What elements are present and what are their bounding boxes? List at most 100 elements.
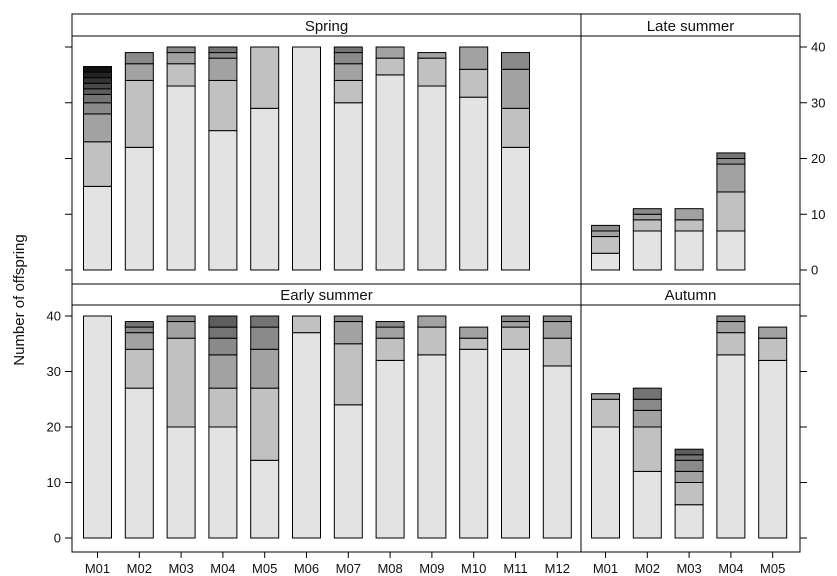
- bar-segment: [591, 224, 620, 232]
- bar-segment: [166, 337, 196, 428]
- bar-segment: [83, 66, 112, 73]
- bar-segment: [632, 470, 662, 539]
- bar-segment: [417, 354, 447, 539]
- category-label: M08: [377, 561, 402, 576]
- bar-segment: [250, 348, 280, 389]
- bar-segment: [333, 315, 363, 323]
- bar-segment: [83, 88, 112, 95]
- bar-segment: [124, 321, 154, 328]
- bar-segment: [166, 426, 196, 539]
- bar-segment: [674, 482, 704, 506]
- bar-segment: [591, 236, 620, 254]
- bar-segment: [208, 79, 238, 132]
- bar-segment: [501, 68, 530, 109]
- bar-segment: [250, 326, 280, 350]
- y-tick-label: 20: [811, 151, 825, 166]
- bar-segment: [716, 354, 746, 539]
- bar-segment: [674, 459, 704, 472]
- category-label: M02: [127, 561, 152, 576]
- bar-segment: [166, 63, 196, 87]
- bar-segment: [674, 230, 704, 271]
- bar-segment: [716, 230, 746, 271]
- bar-segment: [501, 326, 530, 350]
- bar-segment: [632, 219, 662, 232]
- y-tick-label: 0: [54, 531, 61, 546]
- bar-segment: [501, 52, 530, 70]
- category-label: M07: [336, 561, 361, 576]
- bar-segment: [83, 93, 112, 104]
- bar-segment: [591, 426, 620, 539]
- y-tick-label: 40: [811, 40, 825, 55]
- bar-segment: [250, 46, 280, 109]
- bar-segment: [124, 79, 154, 148]
- bar-segment: [459, 96, 489, 271]
- bar-segment: [716, 321, 746, 334]
- bar-segment: [166, 46, 196, 54]
- category-label: M03: [168, 561, 193, 576]
- y-tick-label: 0: [811, 263, 818, 278]
- bar-segment: [333, 63, 363, 81]
- y-tick-label: 30: [47, 364, 61, 379]
- bar-segment: [716, 191, 746, 232]
- bar-segment: [674, 219, 704, 232]
- category-label: M05: [252, 561, 277, 576]
- bar-segment: [716, 152, 746, 160]
- bar-segment: [250, 315, 280, 328]
- bar-segment: [375, 74, 405, 271]
- bar-segment: [250, 107, 280, 271]
- panel-early-summer: Early summer 0 10 20 30 40 M01 M02 M03 M04 M05 M06 M…: [47, 283, 582, 576]
- category-label: M02: [635, 561, 660, 576]
- bar-segment: [83, 82, 112, 90]
- bar-segment: [417, 315, 447, 328]
- bar-segment: [83, 315, 112, 539]
- bar-segment: [501, 321, 530, 328]
- category-label: M10: [461, 561, 486, 576]
- bar-segment: [758, 337, 788, 361]
- bar-segment: [333, 46, 363, 54]
- bar-segment: [124, 146, 154, 271]
- bar-segment: [124, 348, 154, 389]
- bar-segment: [591, 252, 620, 271]
- bar-segment: [716, 332, 746, 356]
- category-label: M04: [718, 561, 743, 576]
- bar-segment: [124, 52, 154, 65]
- bar-segment: [124, 63, 154, 81]
- bar-segment: [208, 57, 238, 81]
- panel-title: Spring: [305, 18, 348, 35]
- panel-frame: [580, 283, 801, 553]
- bar-segment: [292, 46, 321, 271]
- bar-segment: [208, 315, 238, 328]
- bar-segment: [375, 337, 405, 361]
- bar-segment: [501, 315, 530, 323]
- category-label: M01: [593, 561, 618, 576]
- bar-segment: [758, 359, 788, 539]
- bar-segment: [459, 337, 489, 350]
- y-axis-label: Number of offspring: [11, 234, 28, 365]
- bar-segment: [758, 326, 788, 339]
- category-label: M05: [760, 561, 785, 576]
- panel-late-summer: Late summer 0 10 20 30 40: [580, 13, 825, 285]
- category-label: M03: [676, 561, 701, 576]
- panel-title: Early summer: [280, 287, 373, 304]
- bar-segment: [292, 315, 321, 334]
- bar-segment: [292, 332, 321, 539]
- bar-segment: [591, 398, 620, 428]
- bar-segment: [716, 315, 746, 323]
- bar-segment: [632, 398, 662, 411]
- bar-segment: [375, 321, 405, 328]
- bar-segment: [716, 158, 746, 165]
- chart-panels: Spring Late summer 0 10 20 30 40 Early summer 0 1…: [47, 13, 825, 576]
- bar-segment: [333, 52, 363, 65]
- bar-segment: [208, 387, 238, 428]
- bar-segment: [83, 185, 112, 271]
- bar-segment: [333, 404, 363, 539]
- bar-segment: [333, 102, 363, 271]
- bar-segment: [542, 337, 572, 367]
- y-tick-label: 40: [47, 309, 61, 324]
- bar-segment: [674, 504, 704, 539]
- y-tick-label: 10: [811, 207, 825, 222]
- bar-segment: [83, 71, 112, 79]
- bar-segment: [632, 230, 662, 271]
- bar-segment: [83, 102, 112, 115]
- panel-spring: Spring: [65, 13, 582, 285]
